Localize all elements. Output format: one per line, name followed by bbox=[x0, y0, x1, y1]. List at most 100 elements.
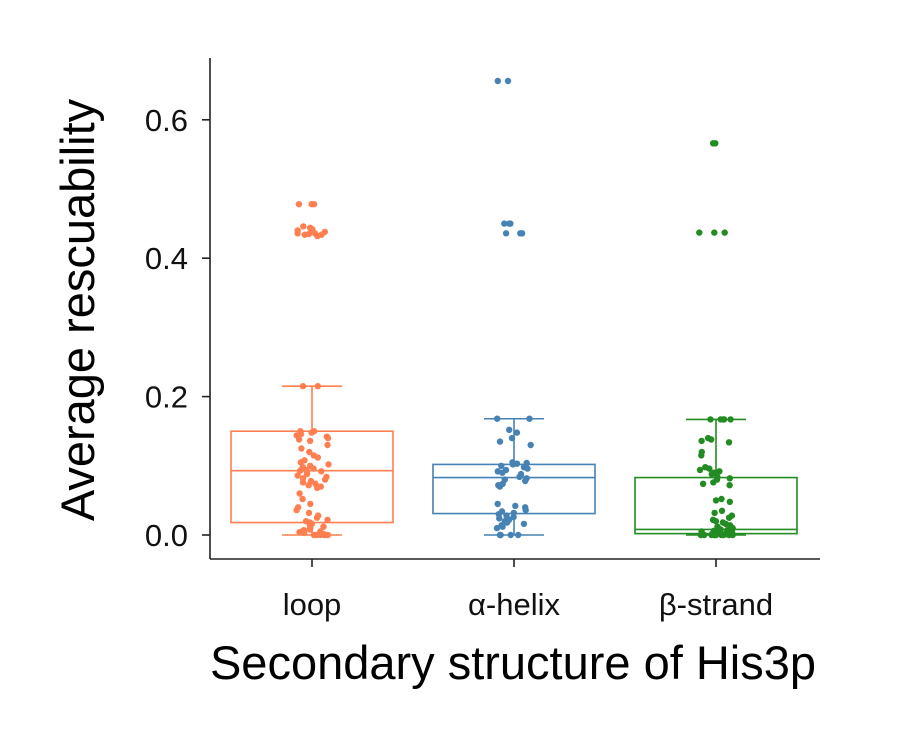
data-point bbox=[716, 468, 723, 475]
data-point bbox=[701, 531, 708, 539]
data-point bbox=[698, 452, 705, 459]
data-point bbox=[303, 470, 311, 478]
data-point bbox=[296, 529, 303, 536]
data-point bbox=[493, 524, 501, 532]
data-point bbox=[499, 523, 506, 530]
data-point bbox=[504, 77, 512, 85]
data-point bbox=[299, 495, 306, 503]
data-point bbox=[506, 426, 513, 433]
data-point bbox=[718, 531, 725, 539]
data-point bbox=[501, 220, 508, 227]
data-point bbox=[522, 477, 529, 485]
data-point bbox=[498, 462, 505, 469]
data-point bbox=[502, 230, 510, 237]
y-tick-label: 0.4 bbox=[145, 241, 188, 276]
x-tick-label: loop bbox=[283, 587, 342, 622]
data-point bbox=[726, 475, 733, 482]
data-point bbox=[507, 531, 514, 539]
data-point bbox=[305, 509, 313, 517]
data-point bbox=[310, 201, 318, 208]
data-point bbox=[308, 429, 315, 436]
data-point bbox=[698, 437, 705, 445]
data-point bbox=[527, 441, 534, 449]
data-point bbox=[516, 473, 523, 481]
data-point bbox=[708, 470, 715, 478]
y-axis-title: Average rescuability bbox=[51, 98, 104, 521]
data-point bbox=[314, 383, 321, 390]
data-point bbox=[729, 531, 736, 539]
data-point bbox=[325, 461, 332, 468]
data-point bbox=[297, 467, 304, 474]
data-point bbox=[512, 502, 519, 510]
data-point bbox=[725, 439, 733, 446]
data-point bbox=[310, 465, 317, 472]
data-point bbox=[507, 220, 514, 227]
data-point bbox=[508, 434, 516, 442]
data-point bbox=[518, 230, 526, 237]
data-point bbox=[513, 429, 521, 436]
data-point bbox=[526, 415, 533, 422]
data-point bbox=[320, 523, 327, 530]
data-point bbox=[318, 468, 325, 475]
plot-area bbox=[230, 77, 798, 539]
data-point bbox=[306, 526, 314, 533]
data-point bbox=[321, 476, 329, 483]
data-point bbox=[718, 507, 726, 514]
data-point bbox=[299, 479, 307, 486]
data-point bbox=[524, 465, 531, 472]
data-point bbox=[522, 506, 529, 514]
data-point bbox=[496, 483, 503, 490]
data-point bbox=[718, 495, 725, 503]
data-point bbox=[712, 497, 720, 504]
data-point bbox=[721, 229, 728, 236]
y-tick-label: 0.2 bbox=[145, 380, 188, 415]
data-point bbox=[496, 438, 504, 445]
data-point bbox=[706, 465, 713, 472]
data-point bbox=[696, 229, 703, 236]
data-point bbox=[503, 519, 511, 526]
data-point bbox=[300, 223, 307, 230]
x-axis-title: Secondary structure of His3p bbox=[210, 636, 816, 689]
data-point bbox=[699, 480, 707, 487]
data-point bbox=[726, 482, 733, 489]
data-point bbox=[727, 416, 734, 423]
data-point bbox=[305, 482, 312, 489]
data-point bbox=[709, 140, 717, 147]
data-point bbox=[310, 531, 318, 539]
data-point bbox=[712, 518, 720, 525]
x-tick-label: α-helix bbox=[468, 587, 561, 622]
data-point bbox=[307, 500, 314, 508]
data-point bbox=[314, 232, 321, 240]
box-iqr bbox=[230, 430, 394, 524]
ticks: loop α-helix β-strand 0.0 0.2 0.4 0.6 bbox=[145, 103, 773, 622]
data-point bbox=[295, 436, 303, 443]
data-point bbox=[314, 484, 321, 492]
data-point bbox=[494, 415, 501, 422]
data-point bbox=[306, 448, 313, 456]
data-point bbox=[696, 466, 704, 474]
data-point bbox=[708, 436, 715, 443]
data-point bbox=[711, 509, 718, 517]
x-tick-label: β-strand bbox=[659, 587, 773, 622]
data-point bbox=[297, 459, 304, 466]
data-point bbox=[294, 472, 301, 479]
data-point bbox=[295, 201, 303, 208]
data-point bbox=[306, 437, 314, 445]
data-point bbox=[324, 434, 332, 442]
data-point bbox=[707, 416, 714, 423]
data-point bbox=[494, 500, 501, 508]
data-point bbox=[726, 498, 733, 505]
data-point bbox=[494, 77, 501, 85]
data-point bbox=[298, 445, 305, 452]
data-point bbox=[710, 479, 717, 486]
data-point bbox=[499, 469, 506, 476]
data-point bbox=[509, 461, 517, 468]
data-point bbox=[313, 514, 321, 521]
data-point bbox=[520, 520, 528, 528]
data-point bbox=[711, 531, 719, 539]
data-point bbox=[711, 229, 718, 236]
y-tick-label: 0.0 bbox=[145, 518, 188, 553]
data-point bbox=[725, 514, 733, 521]
data-point bbox=[294, 230, 301, 237]
